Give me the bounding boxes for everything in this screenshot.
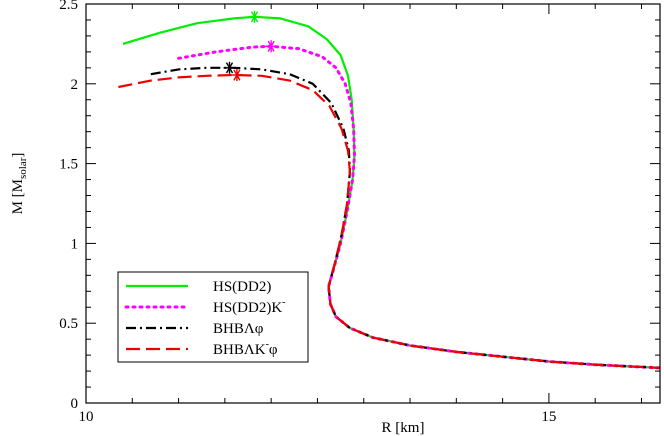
y-tick-label: 1.5 bbox=[59, 157, 78, 173]
marker-layer bbox=[223, 10, 278, 82]
max-mass-marker-0 bbox=[248, 10, 261, 23]
x-tick-label: 10 bbox=[79, 409, 94, 425]
series-line-2 bbox=[150, 66, 661, 369]
legend-entry-hs-dd2-k: HS(DD2)K- bbox=[124, 297, 286, 316]
y-axis-label: M [Msolar] bbox=[10, 153, 29, 215]
legend-label-bhb-lambda-k-phi-tail: φ bbox=[269, 342, 278, 358]
y-axis-label-close: ] bbox=[10, 153, 26, 158]
x-axis-label: R [km] bbox=[382, 420, 425, 436]
legend-label-bhb-lambda-k-phi-text: BHBΛK bbox=[213, 342, 266, 358]
legend-label-hs-dd2-k: HS(DD2)K- bbox=[213, 297, 286, 316]
legend-entry-bhb-lambda-phi: BHBΛφ bbox=[126, 321, 264, 337]
legend-label-hs-dd2: HS(DD2) bbox=[213, 279, 271, 295]
y-tick-label: 2.5 bbox=[59, 0, 78, 13]
legend-label-bhb-lambda-phi: BHBΛφ bbox=[213, 321, 264, 337]
legend-label-hs-dd2-k-text: HS(DD2)K bbox=[213, 300, 282, 316]
y-tick-label: 0 bbox=[71, 396, 79, 412]
legend-entry-bhb-lambda-k-phi: BHBΛK-φ bbox=[126, 339, 278, 358]
y-axis-label-main: M [M bbox=[10, 179, 26, 214]
y-tick-label: 1 bbox=[71, 236, 79, 252]
tick-layer bbox=[85, 3, 660, 404]
legend-label-bhb-lambda-phi-text: BHBΛφ bbox=[213, 321, 264, 337]
y-tick-label: 2 bbox=[71, 77, 79, 93]
max-mass-marker-2 bbox=[223, 61, 236, 74]
plot-frame bbox=[85, 3, 661, 404]
legend-label-hs-dd2-text: HS(DD2) bbox=[213, 279, 271, 295]
max-mass-marker-1 bbox=[265, 40, 278, 53]
legend-label-hs-dd2-k-sup: - bbox=[282, 297, 285, 308]
y-tick-label: 0.5 bbox=[59, 316, 78, 332]
legend-label-bhb-lambda-k-phi: BHBΛK-φ bbox=[213, 339, 278, 358]
y-axis-label-subscript: solar bbox=[17, 157, 29, 179]
x-tick-label: 15 bbox=[541, 409, 556, 425]
tick-label-layer: 10 15 0 0.5 1 1.5 2 2.5 bbox=[59, 0, 556, 425]
max-mass-marker-3 bbox=[230, 69, 243, 82]
legend-label-bhb-lambda-k-phi-sup: - bbox=[266, 339, 269, 350]
legend: HS(DD2) HS(DD2)K- BHBΛφ BHBΛK-φ bbox=[117, 271, 309, 363]
legend-entry-hs-dd2: HS(DD2) bbox=[126, 279, 271, 295]
